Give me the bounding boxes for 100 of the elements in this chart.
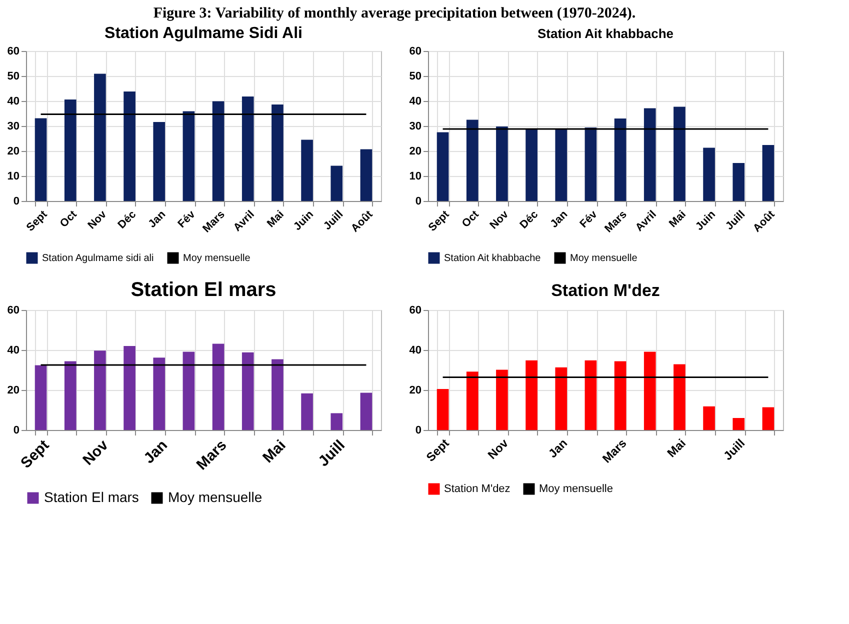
bar [436,389,449,430]
bar [153,358,166,430]
x-tick-label: Oct [460,208,482,230]
bar [124,346,136,430]
bar [360,149,372,201]
bar [242,352,254,430]
bar [584,128,597,201]
bar [64,100,76,201]
legend-label: Moy mensuelle [183,253,251,264]
bar [762,407,774,430]
legend-label: Moy mensuelle [168,489,262,505]
bar [301,393,313,430]
y-tick-label: 60 [409,304,422,316]
bar [644,352,656,430]
bar [330,413,343,430]
x-tick-label: Juin [292,208,316,233]
y-tick-label: 20 [409,146,422,158]
bar [496,126,508,201]
y-tick-label: 40 [7,96,20,108]
y-tick-label: 50 [7,70,20,82]
bar [182,111,195,201]
y-tick-label: 40 [7,344,20,356]
bar [64,361,76,430]
bar [124,92,136,201]
x-tick-label: Déc [518,208,541,232]
x-tick-label: Nov [80,436,112,469]
x-tick-label: Nov [488,208,512,232]
bar [732,163,745,201]
y-tick-label: 60 [7,46,20,58]
x-tick-label: Mai [260,436,290,466]
bar [526,360,538,430]
y-tick-label: 60 [409,46,422,58]
x-tick-label: Jan [140,436,171,468]
y-tick-label: 20 [409,384,422,396]
bar [762,145,774,201]
y-tick-label: 10 [7,170,20,182]
x-tick-label: Mai [664,436,688,460]
x-tick-label: Nov [86,208,110,232]
x-tick-label: Jan [146,208,168,230]
bar [153,122,166,201]
bar [182,352,195,430]
bar [212,101,224,201]
bar [94,350,106,430]
y-tick-label: 0 [415,424,422,436]
bar [526,128,538,201]
bar [703,406,715,430]
bar [466,120,478,201]
bar [466,372,478,430]
bar [674,106,686,201]
bar [360,392,372,430]
bar [94,74,106,201]
x-tick-label: Juin [694,208,718,233]
bar [34,365,47,430]
y-tick-label: 60 [7,304,20,316]
x-tick-label: Oct [58,208,80,230]
bar [732,418,745,430]
y-tick-label: 30 [7,120,20,132]
x-tick-label: Déc [116,208,139,232]
x-tick-label: Jan [546,436,570,461]
chart-title: Station El mars [130,279,276,301]
legend-label: Moy mensuelle [570,253,638,264]
y-tick-label: 30 [409,120,422,132]
x-tick-label: Fév [578,208,600,230]
y-tick-label: 0 [13,424,20,436]
y-tick-label: 10 [409,170,422,182]
legend-label: Station El mars [44,489,139,505]
bar [555,128,568,201]
bar [330,166,343,201]
bar [614,118,626,201]
y-tick-label: 20 [7,384,20,396]
bar [242,96,254,201]
bar [436,132,449,201]
bar [614,361,626,430]
legend-label: Station Agulmame sidi ali [42,253,154,264]
y-tick-label: 40 [409,96,422,108]
y-tick-label: 0 [13,196,20,208]
x-tick-label: Jan [548,208,570,230]
legend-label: Station M'dez [444,483,510,495]
bar [212,344,224,430]
chart-title: Station M'dez [551,281,660,300]
chart-title: Station Agulmame Sidi Ali [104,25,302,42]
bar [584,360,597,430]
bar [555,367,568,430]
bar [674,364,686,430]
bar [34,118,47,201]
bar [272,104,284,201]
bar [301,140,313,201]
chart-title: Station Ait khabbache [537,26,674,41]
y-tick-label: 0 [415,196,422,208]
x-tick-label: Mai [264,208,286,230]
x-tick-label: Nov [485,436,512,462]
x-tick-label: Mai [666,208,688,230]
bar [703,148,715,201]
caption: Figure 3: Variability of monthly average precipitation between (1970-2024). [153,6,636,22]
x-tick-label: Fév [176,208,198,230]
y-tick-label: 50 [409,70,422,82]
y-tick-label: 40 [409,344,422,356]
legend-label: Moy mensuelle [539,483,613,495]
bar [272,359,284,430]
bar [496,370,508,430]
